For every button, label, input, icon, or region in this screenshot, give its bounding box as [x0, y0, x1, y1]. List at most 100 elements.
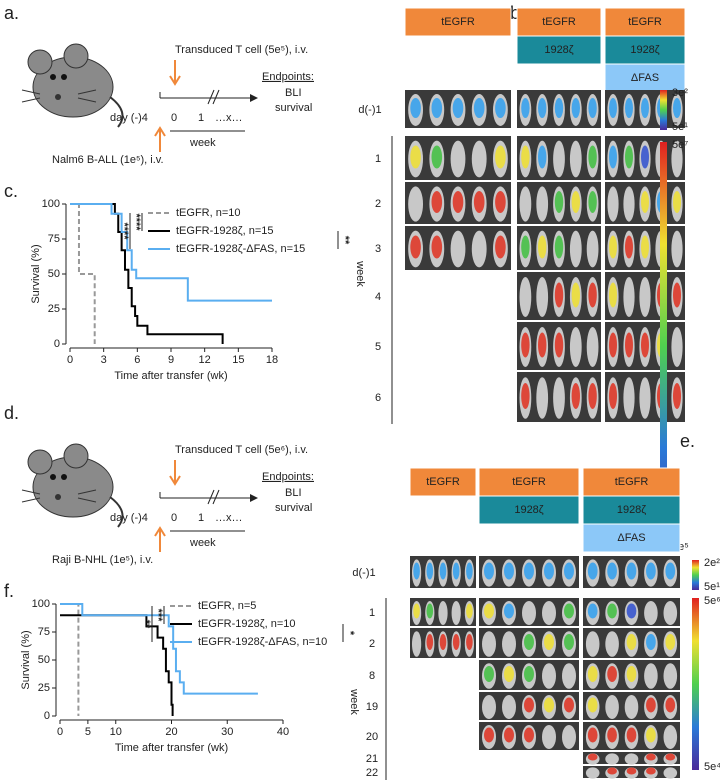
signal — [439, 562, 447, 580]
row-label: 19 — [366, 701, 378, 713]
signal — [665, 562, 676, 580]
signal — [609, 332, 617, 358]
mouse-body — [639, 377, 651, 419]
mouse-body — [671, 140, 683, 178]
group-label: tEGFR — [615, 476, 649, 488]
signal — [665, 697, 676, 713]
signal — [410, 235, 421, 259]
bli-image — [410, 598, 476, 626]
mouse-body — [411, 631, 422, 657]
panel-label: c. — [4, 181, 18, 201]
signal — [431, 191, 443, 213]
signal — [524, 727, 534, 743]
mouse-body — [623, 186, 635, 222]
group-box — [582, 467, 681, 497]
signal — [554, 332, 564, 358]
group-box — [404, 7, 512, 37]
signal — [587, 603, 598, 619]
signal — [452, 98, 464, 118]
bli-image — [583, 766, 680, 779]
signal — [554, 282, 564, 308]
bli-image — [479, 722, 579, 750]
bli-image — [410, 556, 476, 588]
group-label: 1928ζ — [514, 504, 543, 516]
x-tick-label: 6 — [134, 354, 140, 366]
group-box — [582, 523, 681, 553]
survival-curve — [70, 203, 96, 344]
mouse-body — [569, 327, 582, 367]
mouse-body — [562, 663, 576, 689]
label: 5e¹ — [704, 581, 720, 593]
arrow — [154, 126, 166, 152]
bli-image — [517, 182, 601, 224]
bli-image — [517, 90, 601, 128]
signal — [410, 98, 421, 118]
signal — [521, 98, 530, 118]
panel-label: a. — [4, 3, 19, 23]
signal — [609, 98, 617, 118]
bli-image — [405, 136, 511, 180]
signal — [466, 603, 473, 619]
label: week — [189, 137, 216, 149]
signal — [495, 191, 506, 213]
signal — [413, 603, 420, 619]
signal — [538, 332, 547, 358]
signal — [504, 562, 514, 580]
signal — [571, 282, 580, 308]
mouse-body — [586, 230, 599, 268]
row-label: 21 — [366, 753, 378, 765]
arrow — [154, 526, 166, 552]
bli-image — [583, 752, 680, 765]
mouse-body — [644, 601, 658, 625]
signal — [588, 98, 597, 118]
y-tick-label: 100 — [42, 198, 60, 210]
signal — [521, 332, 530, 358]
x-tick-label: 10 — [110, 726, 122, 738]
group-box — [604, 35, 686, 65]
legend-label: tEGFR, n=10 — [176, 207, 241, 219]
group-label: tEGFR — [426, 476, 460, 488]
group-box — [478, 495, 580, 525]
signal — [646, 727, 656, 743]
bli-image — [583, 628, 680, 658]
y-axis-title: Survival (%) — [30, 244, 42, 303]
mouse-body — [586, 327, 599, 367]
mouse-body — [663, 663, 678, 689]
x-tick-label: 20 — [165, 726, 177, 738]
signal — [626, 666, 637, 682]
legend-label: tEGFR, n=5 — [198, 600, 256, 612]
label: 5e¹ — [672, 121, 688, 133]
row-label: 3 — [375, 243, 381, 255]
survival-curve — [70, 203, 224, 344]
signal — [665, 634, 676, 650]
mouse-body — [585, 767, 600, 779]
mouse-body — [663, 601, 678, 625]
bli-image — [479, 660, 579, 690]
signal — [544, 562, 554, 580]
row-label: d(-)1 — [352, 567, 375, 579]
signal — [673, 282, 681, 308]
signal — [626, 727, 637, 743]
signal — [521, 383, 530, 409]
group-box — [409, 467, 477, 497]
bli-image — [410, 628, 476, 658]
bli-image — [517, 226, 601, 270]
signal — [609, 383, 617, 409]
label: 2e² — [704, 557, 720, 569]
signal — [473, 98, 485, 118]
bli-image — [583, 598, 680, 626]
x-tick-label: 9 — [168, 354, 174, 366]
bli-image — [479, 556, 579, 588]
signal — [587, 562, 598, 580]
signal — [538, 235, 547, 259]
bli-image — [517, 272, 601, 320]
bli-image — [583, 692, 680, 720]
group-box — [516, 35, 602, 65]
y-tick-label: 75 — [38, 626, 50, 638]
signal — [504, 666, 514, 682]
signal — [564, 634, 574, 650]
mouse-body — [671, 327, 683, 367]
signal — [431, 145, 443, 169]
signal — [609, 282, 617, 308]
